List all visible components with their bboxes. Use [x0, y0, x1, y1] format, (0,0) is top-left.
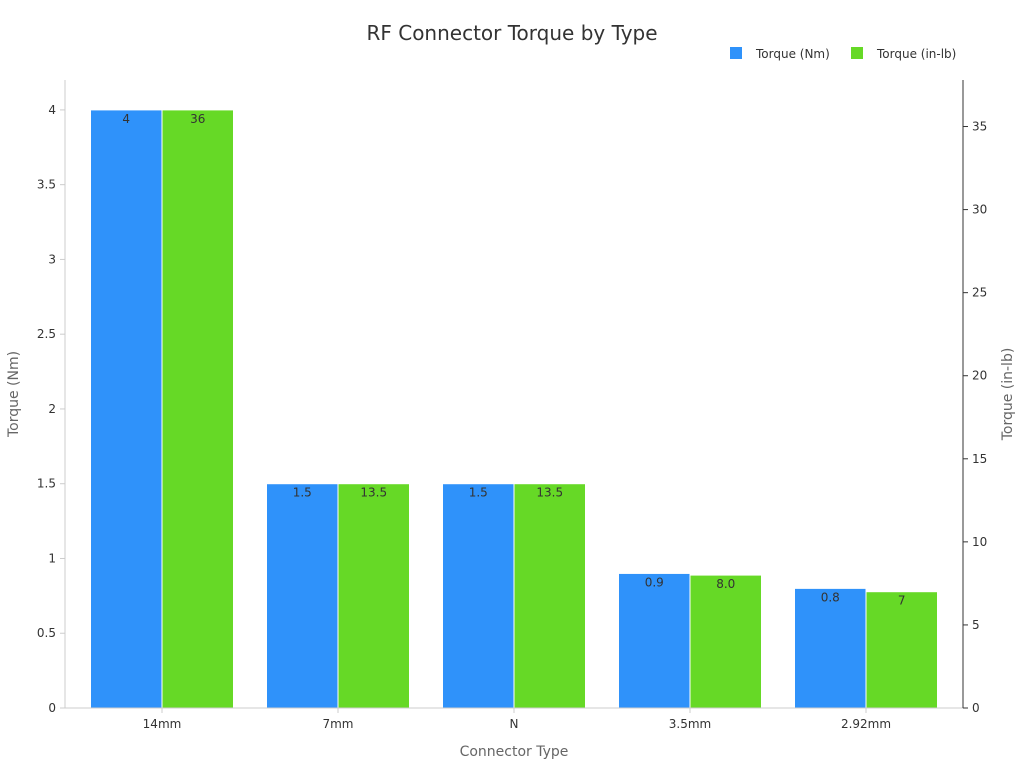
data-label: 13.5	[536, 486, 563, 500]
bar-nm-0	[90, 109, 163, 709]
y2-tick-label: 20	[972, 369, 987, 383]
x-tick-label: 14mm	[143, 717, 182, 731]
x-tick-label: N	[510, 717, 519, 731]
y-tick-label: 2	[48, 402, 56, 416]
y2-tick-label: 25	[972, 286, 987, 300]
y2-tick-label: 5	[972, 618, 980, 632]
y2-tick-label: 10	[972, 535, 987, 549]
y-tick-label: 4	[48, 103, 56, 117]
bar-inlb-1	[337, 483, 410, 709]
data-label: 1.5	[293, 486, 312, 500]
legend-label: Torque (Nm)	[755, 47, 830, 61]
bar-nm-2	[442, 483, 515, 709]
x-axis-ticks: 14mm 7mm N 3.5mm 2.92mm	[143, 708, 891, 731]
data-label: 4	[122, 112, 130, 126]
y-tick-label: 1	[48, 551, 56, 565]
data-label: 1.5	[469, 486, 488, 500]
y-tick-label: 3.5	[37, 178, 56, 192]
x-tick-label: 2.92mm	[841, 717, 891, 731]
bar-nm-4	[794, 587, 867, 709]
y2-tick-label: 30	[972, 203, 987, 217]
y-tick-label: 2.5	[37, 327, 56, 341]
data-label: 0.8	[821, 590, 840, 604]
data-label: 7	[898, 594, 906, 608]
bars: 4 36 1.5 13.5 1.5 13.5 0.9 8.0 0.8 7	[90, 109, 938, 709]
bar-inlb-3	[689, 574, 762, 709]
data-label: 0.9	[645, 575, 664, 589]
bar-nm-3	[618, 572, 691, 709]
y2-tick-label: 35	[972, 120, 987, 134]
x-axis-label: Connector Type	[460, 744, 569, 760]
y-tick-label: 3	[48, 252, 56, 266]
data-label: 36	[190, 112, 205, 126]
legend: Torque (Nm) Torque (in-lb)	[730, 47, 956, 61]
legend-label: Torque (in-lb)	[876, 47, 956, 61]
y2-tick-label: 0	[972, 701, 980, 715]
legend-swatch	[730, 47, 742, 59]
legend-swatch	[851, 47, 863, 59]
bar-inlb-0	[161, 109, 234, 709]
bar-inlb-2	[513, 483, 586, 709]
y-tick-label: 1.5	[37, 477, 56, 491]
y-tick-label: 0	[48, 701, 56, 715]
x-tick-label: 3.5mm	[669, 717, 711, 731]
y-axis-label: Torque (Nm)	[6, 351, 22, 438]
bar-nm-1	[266, 483, 339, 709]
y2-axis-ticks: 0 5 10 15 20 25 30 35	[963, 120, 987, 715]
y-tick-label: 0.5	[37, 626, 56, 640]
chart-title: RF Connector Torque by Type	[366, 21, 657, 45]
x-tick-label: 7mm	[322, 717, 353, 731]
y2-tick-label: 15	[972, 452, 987, 466]
bar-inlb-4	[865, 591, 938, 709]
y2-axis-label: Torque (in-lb)	[1000, 348, 1016, 442]
y-axis-ticks: 0 0.5 1 1.5 2 2.5 3 3.5 4	[37, 103, 65, 715]
data-label: 8.0	[716, 577, 735, 591]
data-label: 13.5	[360, 486, 387, 500]
